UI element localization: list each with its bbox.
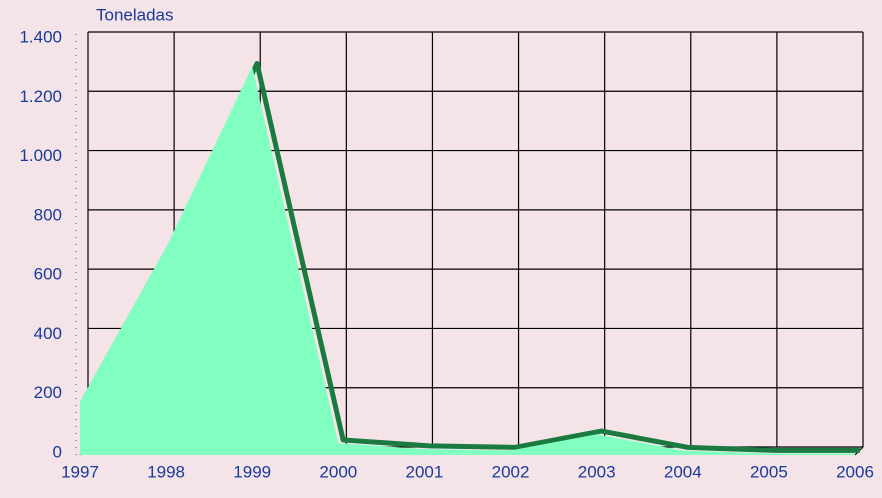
y-axis-label: Toneladas	[96, 5, 174, 24]
y-tick-label: 800	[34, 205, 62, 224]
y-tick-label: 1.400	[19, 27, 62, 46]
y-tick-label: 1.000	[19, 146, 62, 165]
x-tick-label: 1997	[61, 462, 99, 481]
y-tick-label: 200	[34, 383, 62, 402]
x-tick-label: 2006	[836, 462, 874, 481]
x-tick-label: 2004	[664, 462, 702, 481]
y-tick-label: 1.200	[19, 87, 62, 106]
x-tick-label: 2002	[492, 462, 530, 481]
y-tick-label: 400	[34, 324, 62, 343]
y-tick-label: 0	[53, 442, 62, 461]
area	[80, 66, 855, 455]
x-tick-label: 1998	[147, 462, 185, 481]
y-tick-label: 600	[34, 265, 62, 284]
x-tick-label: 2000	[319, 462, 357, 481]
x-tick-label: 2005	[750, 462, 788, 481]
x-tick-label: 1999	[233, 462, 271, 481]
x-tick-label: 2003	[578, 462, 616, 481]
x-tick-label: 2001	[406, 462, 444, 481]
